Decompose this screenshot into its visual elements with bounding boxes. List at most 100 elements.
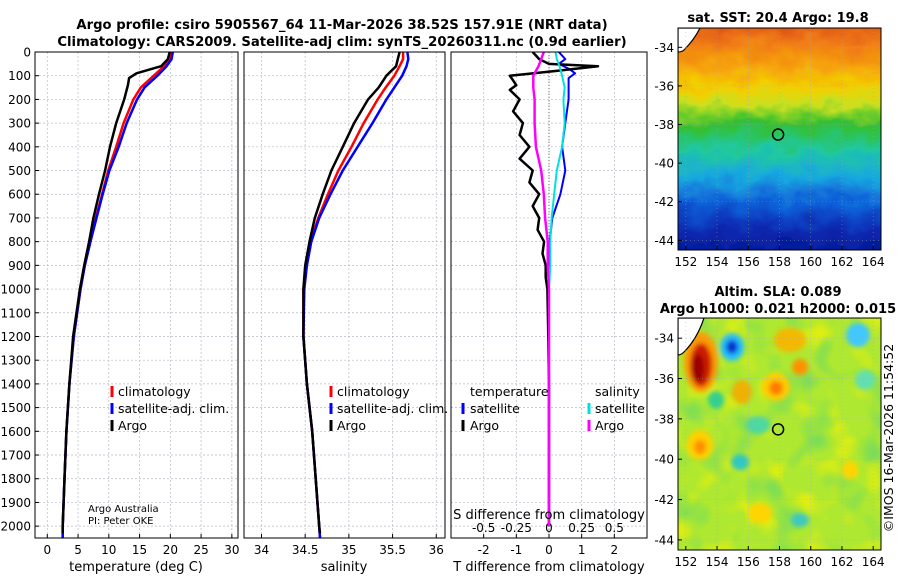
series-line-s-argo: [532, 52, 551, 527]
series-line-argo: [302, 52, 401, 534]
s-difference-x-label: S difference from climatology: [453, 508, 645, 523]
difference-legend-salinity: salinity satellite Argo: [587, 384, 645, 433]
map-x-tick-label: 160: [799, 255, 822, 269]
sst-coastline: [678, 28, 701, 53]
sst-map: sat. SST: 20.4 Argo: 19.8 152 154 156 158 16…: [654, 11, 884, 269]
depth-tick-label: 900: [8, 259, 31, 273]
sla-map-axes: 152 154 156 158 160 162 164 -34 -36 -38 -40 -42 -44: [654, 332, 884, 569]
salinity-x-axis: 34 34.5 35 35.5 36: [254, 534, 444, 557]
sst-map-grid: [678, 28, 881, 250]
legend-label-satellite-adj: satellite-adj. clim.: [118, 401, 229, 416]
map-y-tick-label: -40: [654, 453, 674, 467]
map-x-tick-label: 154: [706, 255, 729, 269]
map-y-tick-label: -40: [654, 157, 674, 171]
depth-tick-label: 1000: [0, 283, 31, 297]
temperature-x-axis: 0 5 10 15 20 25 30: [43, 534, 239, 557]
temperature-panel: 0100200300400500600700800900100011001200…: [0, 46, 239, 576]
depth-axis: 0 100 200 300 400 500 600 700 800 900 1000 1100 1200…: [0, 46, 39, 534]
difference-profiles: [508, 52, 600, 527]
legend-label-climatology: climatology: [118, 384, 191, 399]
sla-coastline: [678, 318, 705, 356]
depth-tick-label: 2000: [0, 520, 31, 534]
sst-map-axes: 152 154 156 158 160 162 164 -34 -36 -38 -40 -42 -44: [654, 41, 884, 269]
depth-tick-label: 0: [23, 46, 31, 60]
legend-label-climatology: climatology: [337, 384, 410, 399]
depth-tick-label: 300: [8, 117, 31, 131]
salinity-legend: climatology satellite-adj. clim. Argo: [329, 384, 448, 433]
depth-tick-label: 1200: [0, 330, 31, 344]
map-x-tick-label: 162: [831, 255, 854, 269]
depth-tick-label: 700: [8, 211, 31, 225]
map-y-tick-label: -42: [654, 195, 674, 209]
legend-label-s-argo: Argo: [595, 418, 624, 433]
legend-title-temperature: temperature: [470, 384, 549, 399]
difference-panel: -2 -1 0 1 2 -0.5 -0.25 0 0.25 0.5 T difference f…: [450, 51, 648, 575]
x-tick-label: 36: [429, 543, 444, 557]
map-x-tick-label: 164: [862, 255, 885, 269]
salinity-panel: 34 34.5 35 35.5 36 salinity climatology sate…: [243, 51, 448, 575]
argo-float-marker: [771, 423, 785, 436]
depth-tick-label: 1300: [0, 354, 31, 368]
series-line-t-argo: [508, 52, 600, 527]
x-tick-label: 25: [193, 543, 208, 557]
temperature-grid: [35, 51, 238, 538]
x-tick-label: 5: [74, 543, 82, 557]
sst-map-title: sat. SST: 20.4 Argo: 19.8: [687, 11, 868, 26]
map-x-tick-label: 154: [706, 555, 729, 569]
s-difference-tick-label: 0: [545, 521, 553, 535]
x-tick-label: -1: [510, 543, 522, 557]
s-difference-tick-label: -0.25: [501, 521, 532, 535]
difference-legend-temperature: temperature satellite Argo: [461, 384, 549, 433]
credit-line2: PI: Peter OKE: [88, 516, 153, 527]
x-tick-label: 35.5: [379, 543, 406, 557]
depth-tick-label: 100: [8, 69, 31, 83]
x-tick-label: 0: [545, 543, 553, 557]
t-difference-x-axis: -2 -1 0 1 2: [478, 534, 618, 557]
argo-float-marker: [771, 128, 785, 141]
temperature-x-label: temperature (deg C): [69, 560, 203, 575]
map-x-tick-label: 156: [737, 555, 760, 569]
salinity-profiles: [302, 52, 410, 538]
imos-timestamp: ©IMOS 16-Mar-2026 11:54:52: [881, 344, 896, 532]
x-tick-label: 34: [254, 543, 269, 557]
legend-label-argo: Argo: [337, 418, 366, 433]
legend-label-s-satellite: satellite: [595, 401, 645, 416]
map-x-tick-label: 162: [831, 555, 854, 569]
figure-title-line2: Climatology: CARS2009. Satellite-adj cli…: [57, 35, 626, 50]
x-tick-label: 20: [163, 543, 178, 557]
depth-tick-label: 1500: [0, 401, 31, 415]
x-tick-label: -2: [478, 543, 490, 557]
depth-tick-label: 600: [8, 188, 31, 202]
s-difference-x-axis: -0.5 -0.25 0 0.25 0.5: [472, 521, 624, 535]
map-y-tick-label: -38: [654, 412, 674, 426]
map-x-tick-label: 152: [674, 255, 697, 269]
salinity-x-label: salinity: [321, 560, 368, 575]
credit-line1: Argo Australia: [88, 504, 159, 515]
legend-title-salinity: salinity: [595, 384, 640, 399]
depth-tick-label: 500: [8, 164, 31, 178]
sla-map-subtitle: Argo h1000: 0.021 h2000: 0.015: [660, 302, 896, 317]
map-y-tick-label: -44: [654, 234, 674, 248]
sla-map-title: Altim. SLA: 0.089: [715, 285, 842, 300]
depth-tick-label: 800: [8, 235, 31, 249]
s-difference-tick-label: 0.25: [568, 521, 595, 535]
map-x-tick-label: 158: [768, 555, 791, 569]
temperature-profiles: [61, 52, 175, 538]
map-y-tick-label: -38: [654, 118, 674, 132]
series-line-argo: [61, 52, 171, 534]
map-y-tick-label: -34: [654, 41, 674, 55]
depth-tick-label: 1800: [0, 472, 31, 486]
x-tick-label: 34.5: [292, 543, 319, 557]
map-x-tick-label: 160: [799, 555, 822, 569]
map-x-tick-label: 164: [862, 555, 885, 569]
x-tick-label: 30: [224, 543, 239, 557]
s-difference-tick-label: -0.5: [472, 521, 495, 535]
temperature-legend: climatology satellite-adj. clim. Argo: [110, 384, 229, 433]
x-tick-label: 1: [578, 543, 586, 557]
x-tick-label: 0: [43, 543, 51, 557]
figure-title-line1: Argo profile: csiro 5905567_64 11-Mar-20…: [76, 18, 607, 33]
map-y-tick-label: -42: [654, 493, 674, 507]
map-y-tick-label: -36: [654, 372, 674, 386]
map-y-tick-label: -36: [654, 79, 674, 93]
